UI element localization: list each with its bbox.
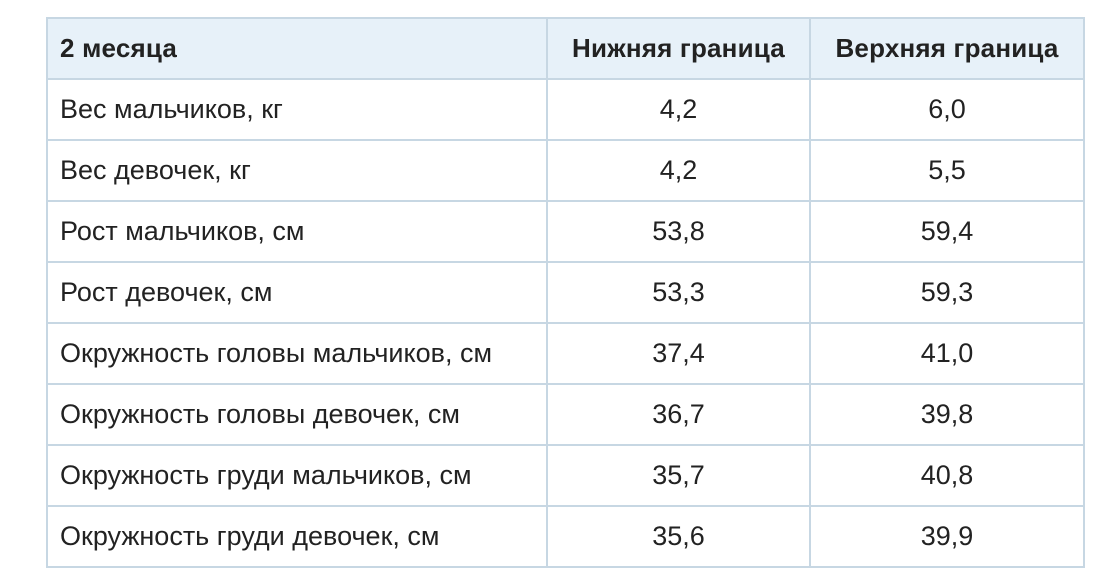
row-upper-value: 59,3 bbox=[809, 261, 1085, 324]
row-lower-value: 53,3 bbox=[546, 261, 811, 324]
row-upper-value: 6,0 bbox=[809, 78, 1085, 141]
table-row: Окружность груди девочек, см 35,6 39,9 bbox=[46, 505, 1085, 568]
row-upper-value: 39,9 bbox=[809, 505, 1085, 568]
header-age: 2 месяца bbox=[46, 17, 548, 80]
row-parameter: Окружность головы девочек, см bbox=[46, 383, 548, 446]
header-upper-bound: Верхняя граница bbox=[809, 17, 1085, 80]
row-upper-value: 39,8 bbox=[809, 383, 1085, 446]
table-row: Окружность головы мальчиков, см 37,4 41,… bbox=[46, 322, 1085, 385]
row-lower-value: 35,6 bbox=[546, 505, 811, 568]
table-row: Окружность груди мальчиков, см 35,7 40,8 bbox=[46, 444, 1085, 507]
row-upper-value: 5,5 bbox=[809, 139, 1085, 202]
table-row: Окружность головы девочек, см 36,7 39,8 bbox=[46, 383, 1085, 446]
row-parameter: Окружность головы мальчиков, см bbox=[46, 322, 548, 385]
growth-norms-table: 2 месяца Нижняя граница Верхняя граница … bbox=[46, 17, 1085, 568]
row-lower-value: 53,8 bbox=[546, 200, 811, 263]
row-upper-value: 59,4 bbox=[809, 200, 1085, 263]
row-parameter: Окружность груди девочек, см bbox=[46, 505, 548, 568]
row-lower-value: 4,2 bbox=[546, 78, 811, 141]
table-header: 2 месяца Нижняя граница Верхняя граница bbox=[46, 17, 1085, 80]
table-row: Рост девочек, см 53,3 59,3 bbox=[46, 261, 1085, 324]
row-lower-value: 4,2 bbox=[546, 139, 811, 202]
table-body: Вес мальчиков, кг 4,2 6,0 Вес девочек, к… bbox=[46, 78, 1085, 568]
row-upper-value: 41,0 bbox=[809, 322, 1085, 385]
row-parameter: Рост мальчиков, см bbox=[46, 200, 548, 263]
row-lower-value: 35,7 bbox=[546, 444, 811, 507]
table-row: Рост мальчиков, см 53,8 59,4 bbox=[46, 200, 1085, 263]
header-lower-bound: Нижняя граница bbox=[546, 17, 811, 80]
row-upper-value: 40,8 bbox=[809, 444, 1085, 507]
row-lower-value: 37,4 bbox=[546, 322, 811, 385]
growth-norms-table-container: 2 месяца Нижняя граница Верхняя граница … bbox=[46, 17, 1085, 568]
table-row: Вес девочек, кг 4,2 5,5 bbox=[46, 139, 1085, 202]
header-row: 2 месяца Нижняя граница Верхняя граница bbox=[46, 17, 1085, 80]
row-parameter: Вес девочек, кг bbox=[46, 139, 548, 202]
table-row: Вес мальчиков, кг 4,2 6,0 bbox=[46, 78, 1085, 141]
row-lower-value: 36,7 bbox=[546, 383, 811, 446]
row-parameter: Вес мальчиков, кг bbox=[46, 78, 548, 141]
row-parameter: Рост девочек, см bbox=[46, 261, 548, 324]
row-parameter: Окружность груди мальчиков, см bbox=[46, 444, 548, 507]
